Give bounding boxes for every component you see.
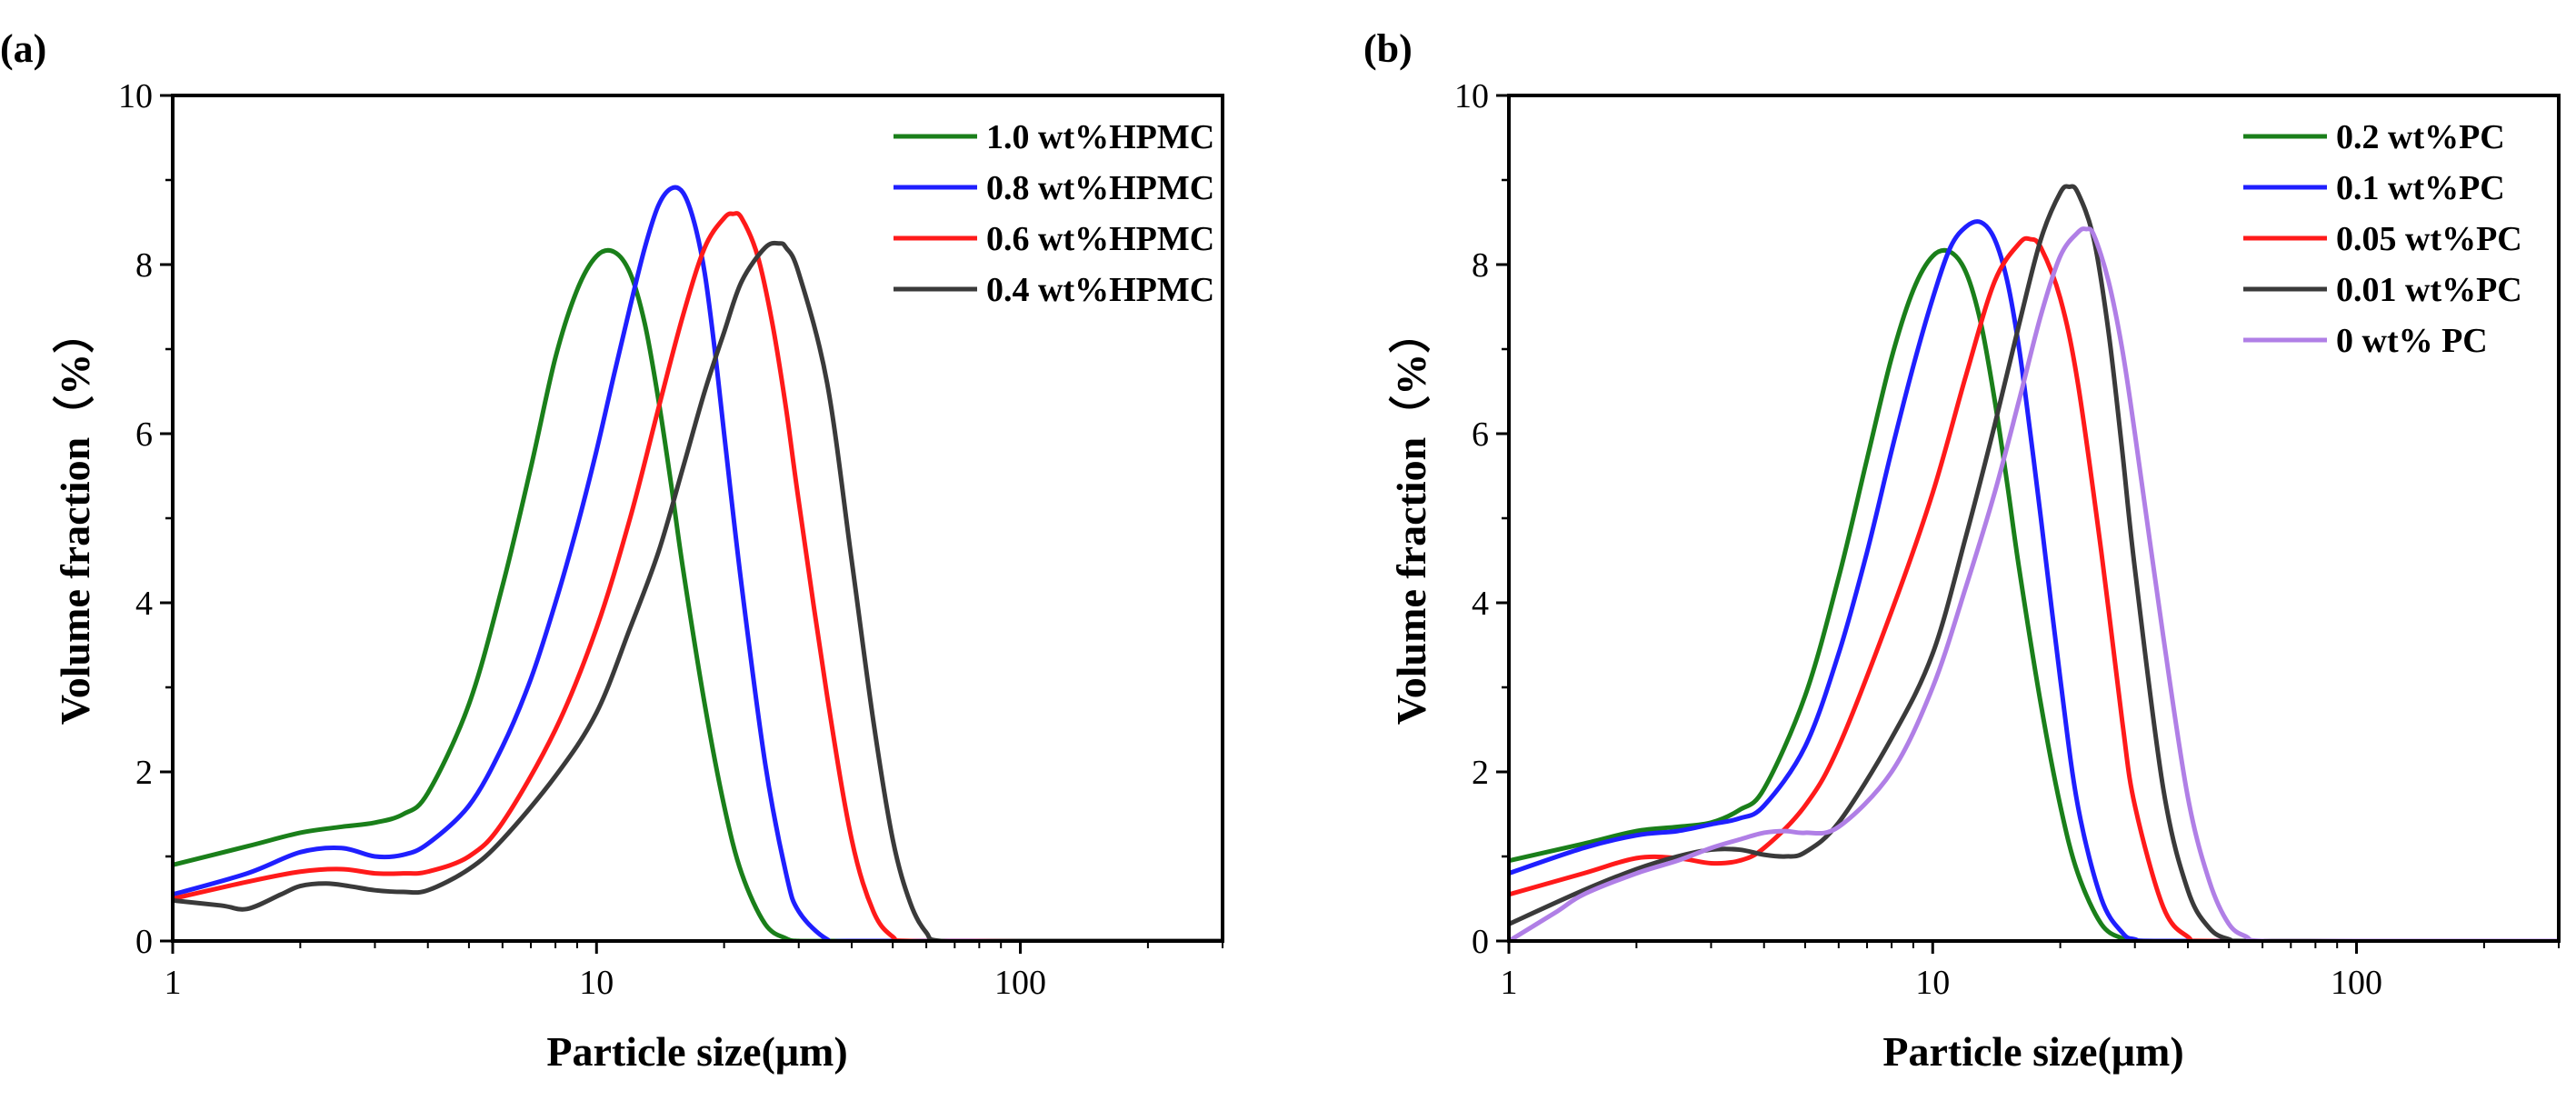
- panel-a-x-axis-label: Particle size(μm): [546, 1028, 847, 1075]
- panel-a: (a) 0 2 4 6 8 10 1 10 100 Particle size(μm) Vol…: [0, 26, 1224, 1075]
- legend-label-0: 1.0 wt%HPMC: [986, 118, 1214, 156]
- x-tick-label: 100: [2331, 964, 2382, 1002]
- legend-label-2: 0.6 wt%HPMC: [986, 220, 1214, 258]
- legend-label-2: 0.05 wt%PC: [2336, 220, 2522, 258]
- panel-b-legend: 0.2 wt%PC 0.1 wt%PC 0.05 wt%PC 0.01 wt%PC 0 …: [2243, 118, 2522, 360]
- legend-label-1: 0.1 wt%PC: [2336, 169, 2505, 207]
- panel-a-x-axis: 1 10 100: [165, 941, 1223, 1002]
- panel-label-b: (b): [1363, 26, 1413, 71]
- panel-label-a: (a): [0, 26, 46, 71]
- y-tick-label: 0: [1472, 923, 1489, 961]
- legend-label-0: 0.2 wt%PC: [2336, 118, 2505, 156]
- y-tick-label: 6: [1472, 415, 1489, 454]
- x-tick-label: 100: [994, 964, 1046, 1002]
- y-tick-label: 8: [1472, 246, 1489, 285]
- series-line-3: [173, 240, 1223, 941]
- x-tick-label: 10: [1915, 964, 1950, 1002]
- panel-a-y-axis-label: Volume fraction（%）: [52, 312, 98, 725]
- panel-b-x-axis: 1 10 100: [1501, 941, 2560, 1002]
- panel-a-y-axis: 0 2 4 6 8 10: [118, 77, 173, 961]
- legend-label-3: 0.4 wt%HPMC: [986, 271, 1214, 309]
- y-tick-label: 4: [1472, 585, 1489, 623]
- y-tick-label: 2: [135, 754, 153, 792]
- y-tick-label: 6: [135, 415, 153, 454]
- legend-label-3: 0.01 wt%PC: [2336, 271, 2522, 309]
- series-line-4: [1509, 226, 2559, 941]
- y-tick-label: 0: [135, 923, 153, 961]
- panel-b: (b) 0 2 4 6 8 10 1 10 100 Particle size(μm) Vol…: [1363, 26, 2561, 1075]
- y-tick-label: 8: [135, 246, 153, 285]
- y-tick-label: 2: [1472, 754, 1489, 792]
- panel-b-y-axis: 0 2 4 6 8 10: [1454, 77, 1509, 961]
- x-tick-label: 10: [579, 964, 614, 1002]
- panel-a-legend: 1.0 wt%HPMC 0.8 wt%HPMC 0.6 wt%HPMC 0.4 wt%…: [894, 118, 1214, 309]
- y-tick-label: 4: [135, 585, 153, 623]
- x-tick-label: 1: [165, 964, 182, 1002]
- legend-label-1: 0.8 wt%HPMC: [986, 169, 1214, 207]
- y-tick-label: 10: [118, 77, 153, 115]
- series-line-3: [1509, 184, 2559, 941]
- series-line-1: [1509, 219, 2559, 941]
- legend-label-4: 0 wt% PC: [2336, 322, 2488, 360]
- panel-b-x-axis-label: Particle size(μm): [1882, 1028, 2183, 1075]
- series-line-0: [173, 247, 1223, 941]
- panel-b-y-axis-label: Volume fraction（%）: [1388, 312, 1434, 725]
- x-tick-label: 1: [1501, 964, 1518, 1002]
- series-line-2: [173, 211, 1223, 941]
- series-line-1: [173, 185, 1223, 941]
- y-tick-label: 10: [1454, 77, 1489, 115]
- series-line-2: [1509, 235, 2559, 941]
